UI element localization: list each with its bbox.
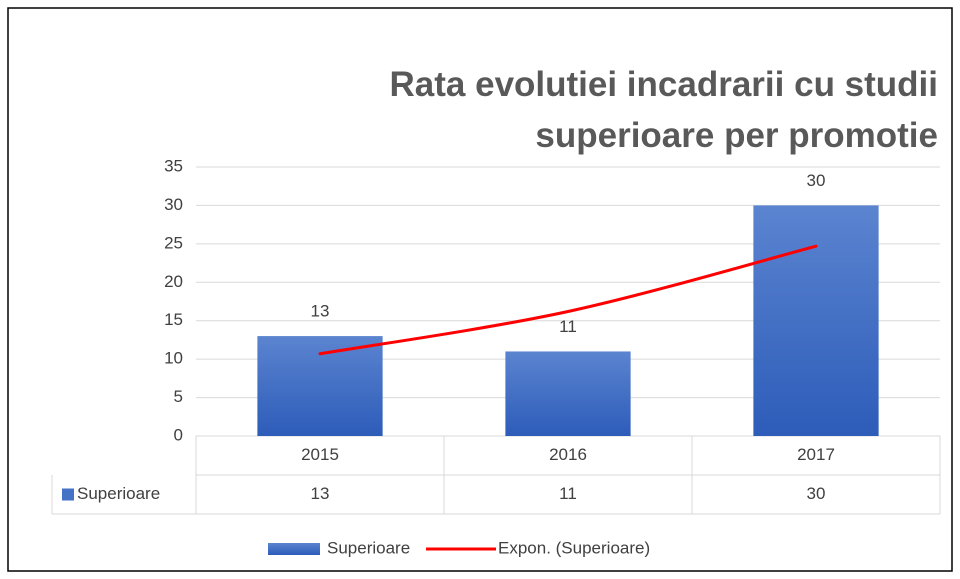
bar <box>505 351 631 436</box>
y-tick-label: 30 <box>164 195 183 214</box>
table-legend-key <box>62 488 74 501</box>
data-label: 13 <box>311 302 330 321</box>
table-value: 11 <box>559 484 577 503</box>
table-value: 30 <box>807 484 826 503</box>
data-label: 30 <box>807 171 826 190</box>
y-tick-label: 0 <box>174 425 183 444</box>
y-tick-label: 5 <box>174 387 183 406</box>
data-label: 11 <box>559 317 577 336</box>
bar <box>257 336 383 436</box>
y-tick-label: 10 <box>164 349 183 368</box>
chart-title: Rata evolutiei incadrarii cu studii <box>390 65 938 104</box>
legend-label: Expon. (Superioare) <box>498 538 650 557</box>
bar <box>753 205 879 436</box>
legend-label: Superioare <box>327 538 410 557</box>
chart-title: superioare per promotie <box>535 116 938 155</box>
table-row-label: Superioare <box>77 484 160 503</box>
x-tick-label: 2017 <box>797 445 835 464</box>
y-tick-label: 15 <box>164 310 183 329</box>
y-tick-label: 20 <box>164 272 183 291</box>
legend-key <box>268 543 320 555</box>
y-tick-label: 25 <box>164 233 183 252</box>
y-tick-label: 35 <box>164 156 183 175</box>
table-value: 13 <box>311 484 330 503</box>
x-tick-label: 2016 <box>549 445 587 464</box>
trend-line <box>318 244 818 356</box>
x-tick-label: 2015 <box>301 445 339 464</box>
